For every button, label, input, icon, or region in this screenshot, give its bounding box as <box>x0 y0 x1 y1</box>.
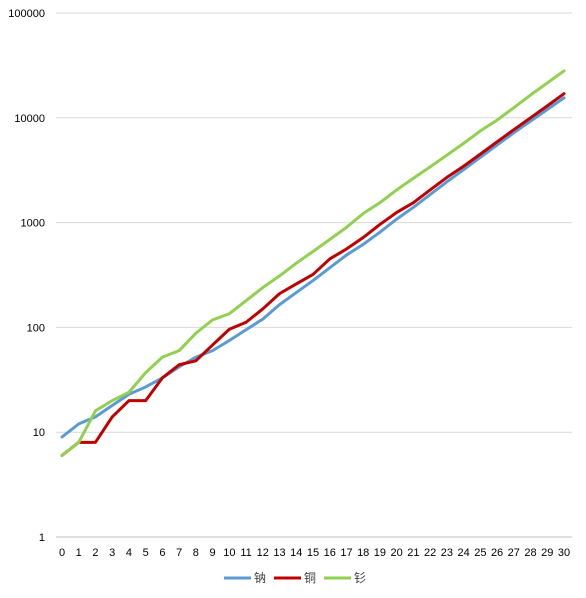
x-tick-label: 4 <box>126 547 132 559</box>
x-tick-label: 2 <box>92 547 98 559</box>
series-line-3 <box>60 69 566 457</box>
x-tick-label: 9 <box>210 547 216 559</box>
x-tick-label: 20 <box>391 547 403 559</box>
series-line-1 <box>60 96 566 439</box>
x-tick-label: 7 <box>176 547 182 559</box>
x-tick-label: 25 <box>474 547 486 559</box>
x-tick-label: 26 <box>491 547 503 559</box>
x-tick-label: 30 <box>558 547 570 559</box>
x-tick-label: 28 <box>524 547 536 559</box>
x-tick-label: 14 <box>290 547 302 559</box>
x-tick-label: 16 <box>324 547 336 559</box>
y-tick-label: 100 <box>27 322 45 334</box>
x-tick-label: 17 <box>340 547 352 559</box>
x-tick-label: 0 <box>59 547 65 559</box>
x-tick-label: 5 <box>143 547 149 559</box>
legend-label-1: 钠 <box>254 570 266 585</box>
legend: 钠铜钐 <box>224 570 366 585</box>
series-lines <box>60 69 566 457</box>
x-tick-label: 19 <box>374 547 386 559</box>
x-tick-label: 8 <box>193 547 199 559</box>
x-tick-label: 3 <box>109 547 115 559</box>
x-tick-label: 10 <box>223 547 235 559</box>
x-tick-label: 29 <box>541 547 553 559</box>
x-tick-label: 24 <box>457 547 469 559</box>
series-line-2 <box>60 92 566 457</box>
x-tick-label: 23 <box>441 547 453 559</box>
x-tick-label: 13 <box>273 547 285 559</box>
x-axis-tick-labels: 0 1 2 3 4 5 6 7 8 9 10 11 12 13 14 15 16 17 18 19 20 21 22 23 24… <box>59 547 570 559</box>
legend-label-2: 铜 <box>304 570 316 585</box>
x-tick-label: 18 <box>357 547 369 559</box>
x-tick-label: 12 <box>257 547 269 559</box>
y-tick-label: 1000 <box>21 218 45 230</box>
y-tick-label: 1 <box>39 532 45 544</box>
grid-lines <box>56 12 572 433</box>
y-tick-label: 10000 <box>14 113 45 125</box>
x-tick-label: 6 <box>159 547 165 559</box>
x-tick-label: 11 <box>240 547 251 559</box>
x-tick-label: 22 <box>424 547 436 559</box>
y-tick-label: 100000 <box>8 8 45 20</box>
x-tick-label: 27 <box>508 547 520 559</box>
y-tick-label: 10 <box>33 427 45 439</box>
legend-label-3: 钐 <box>354 570 366 585</box>
x-tick-label: 21 <box>407 547 419 559</box>
y-axis-tick-labels: 1 10 100 1000 10000 100000 <box>8 8 45 544</box>
x-tick-label: 15 <box>307 547 319 559</box>
x-tick-label: 1 <box>76 547 82 559</box>
